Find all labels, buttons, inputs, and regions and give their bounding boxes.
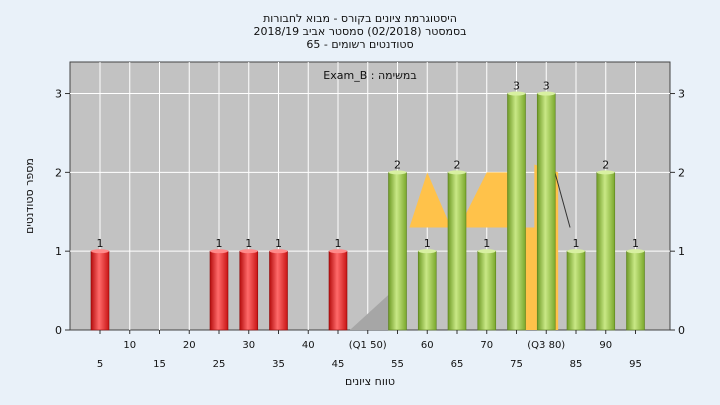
y-tick-label-right: 1	[678, 245, 685, 258]
bar	[209, 250, 229, 331]
x-tick-label: 25	[213, 359, 226, 370]
bar-value-label: 1	[245, 237, 252, 250]
x-tick-label: 65	[451, 359, 464, 370]
y-tick-label-right: 0	[678, 324, 685, 337]
y-axis-label: מספר סטודנטים	[23, 158, 36, 234]
x-tick-label: 10	[123, 340, 136, 351]
x-tick-label: 60	[421, 340, 434, 351]
bar	[536, 93, 556, 331]
bar	[596, 172, 616, 331]
y-tick-label-right: 2	[678, 166, 685, 179]
legend-text: Exam_B : במשימה	[323, 69, 416, 82]
bar	[239, 250, 259, 331]
x-tick-label: 55	[391, 359, 404, 370]
bar-value-label: 1	[632, 237, 639, 250]
bar-cap	[507, 91, 526, 96]
bar-value-label: 1	[275, 237, 282, 250]
bar	[90, 250, 110, 331]
x-tick-label: 75	[510, 359, 523, 370]
x-tick-label: 15	[153, 359, 166, 370]
x-tick-label: 40	[302, 340, 315, 351]
x-tick-label: 30	[242, 340, 255, 351]
bar-value-label: 3	[543, 80, 550, 93]
x-tick-label: (Q3 80)	[527, 340, 565, 351]
bar-cap	[269, 249, 288, 254]
y-axis-left: 0 1 2 3	[55, 88, 70, 337]
y-tick-label-left: 3	[55, 88, 62, 101]
bar-value-label: 2	[394, 158, 401, 171]
chart-title: היסטוגרמת ציונים בקורס - מבוא לחבורות בס…	[253, 12, 466, 51]
x-tick-label: 70	[480, 340, 493, 351]
x-axis-label: טווח ציונים	[345, 375, 395, 388]
bars	[90, 91, 645, 331]
bar-cap	[239, 249, 258, 254]
chart-title-line-3: סטודנטים רשומים - 65	[306, 38, 413, 51]
bar-value-label: 3	[513, 80, 520, 93]
bar-value-label: 1	[97, 237, 104, 250]
bar-cap	[626, 249, 645, 254]
bar-cap	[596, 170, 615, 175]
bar	[626, 250, 645, 331]
bar-cap	[537, 91, 556, 96]
x-tick-label: 90	[599, 340, 612, 351]
bar	[328, 250, 348, 331]
chart-title-line-1: היסטוגרמת ציונים בקורס - מבוא לחבורות	[263, 12, 457, 25]
bar-cap	[388, 170, 407, 175]
x-tick-label: 20	[183, 340, 196, 351]
y-tick-label-left: 2	[55, 166, 62, 179]
chart-title-line-2: בסמסטר (02/2018) סמסטר אביב 2018/19	[253, 25, 466, 38]
x-tick-label: 45	[332, 359, 345, 370]
bar-cap	[91, 249, 109, 254]
y-axis-right: 0 1 2 3	[670, 88, 685, 337]
bar	[269, 250, 288, 331]
y-tick-label-right: 3	[678, 88, 685, 101]
bar-value-label: 2	[454, 158, 461, 171]
bar-cap	[567, 249, 585, 254]
bar-cap	[210, 249, 228, 254]
y-tick-label-left: 1	[55, 245, 62, 258]
bar	[507, 93, 526, 331]
bar	[417, 250, 437, 331]
bar	[566, 250, 586, 331]
y-tick-label-left: 0	[55, 324, 62, 337]
bar-value-label: 1	[335, 237, 342, 250]
bar-value-label: 1	[424, 237, 431, 250]
bar-cap	[477, 249, 496, 254]
bar-value-label: 1	[573, 237, 580, 250]
x-tick-label: (Q1 50)	[349, 340, 387, 351]
x-tick-label: 85	[570, 359, 583, 370]
x-tick-label: 5	[97, 359, 103, 370]
bar-cap	[418, 249, 437, 254]
x-tick-label: 95	[629, 359, 642, 370]
bar-value-label: 1	[216, 237, 223, 250]
bar	[447, 172, 467, 331]
x-tick-label: 35	[272, 359, 285, 370]
grey-area	[349, 286, 398, 330]
bar-value-label: 2	[602, 158, 609, 171]
bar	[477, 250, 497, 331]
bar-value-label: 1	[483, 237, 490, 250]
bar-value-labels: 1 1 1 1 1 2 1 2 1 3 3 1 2 1	[97, 80, 640, 251]
bar	[388, 172, 407, 331]
bar-cap	[448, 170, 466, 175]
x-axis: 5 10 15 20 25 30 35 40 45 (Q1 50) 55 60 65 70 75 (Q3 80…	[97, 330, 642, 370]
bar-cap	[329, 249, 347, 254]
